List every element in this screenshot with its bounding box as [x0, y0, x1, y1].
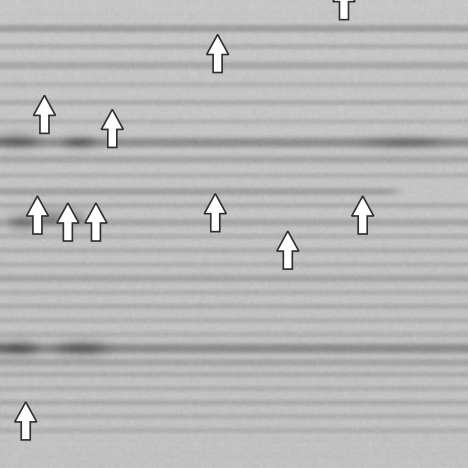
- Polygon shape: [85, 203, 107, 241]
- Polygon shape: [351, 196, 374, 234]
- Polygon shape: [101, 110, 124, 147]
- Polygon shape: [26, 196, 49, 234]
- Polygon shape: [333, 0, 355, 20]
- Polygon shape: [206, 35, 229, 73]
- Polygon shape: [57, 203, 79, 241]
- Polygon shape: [15, 402, 37, 440]
- Polygon shape: [33, 95, 56, 133]
- Polygon shape: [204, 194, 227, 232]
- Polygon shape: [277, 231, 299, 269]
